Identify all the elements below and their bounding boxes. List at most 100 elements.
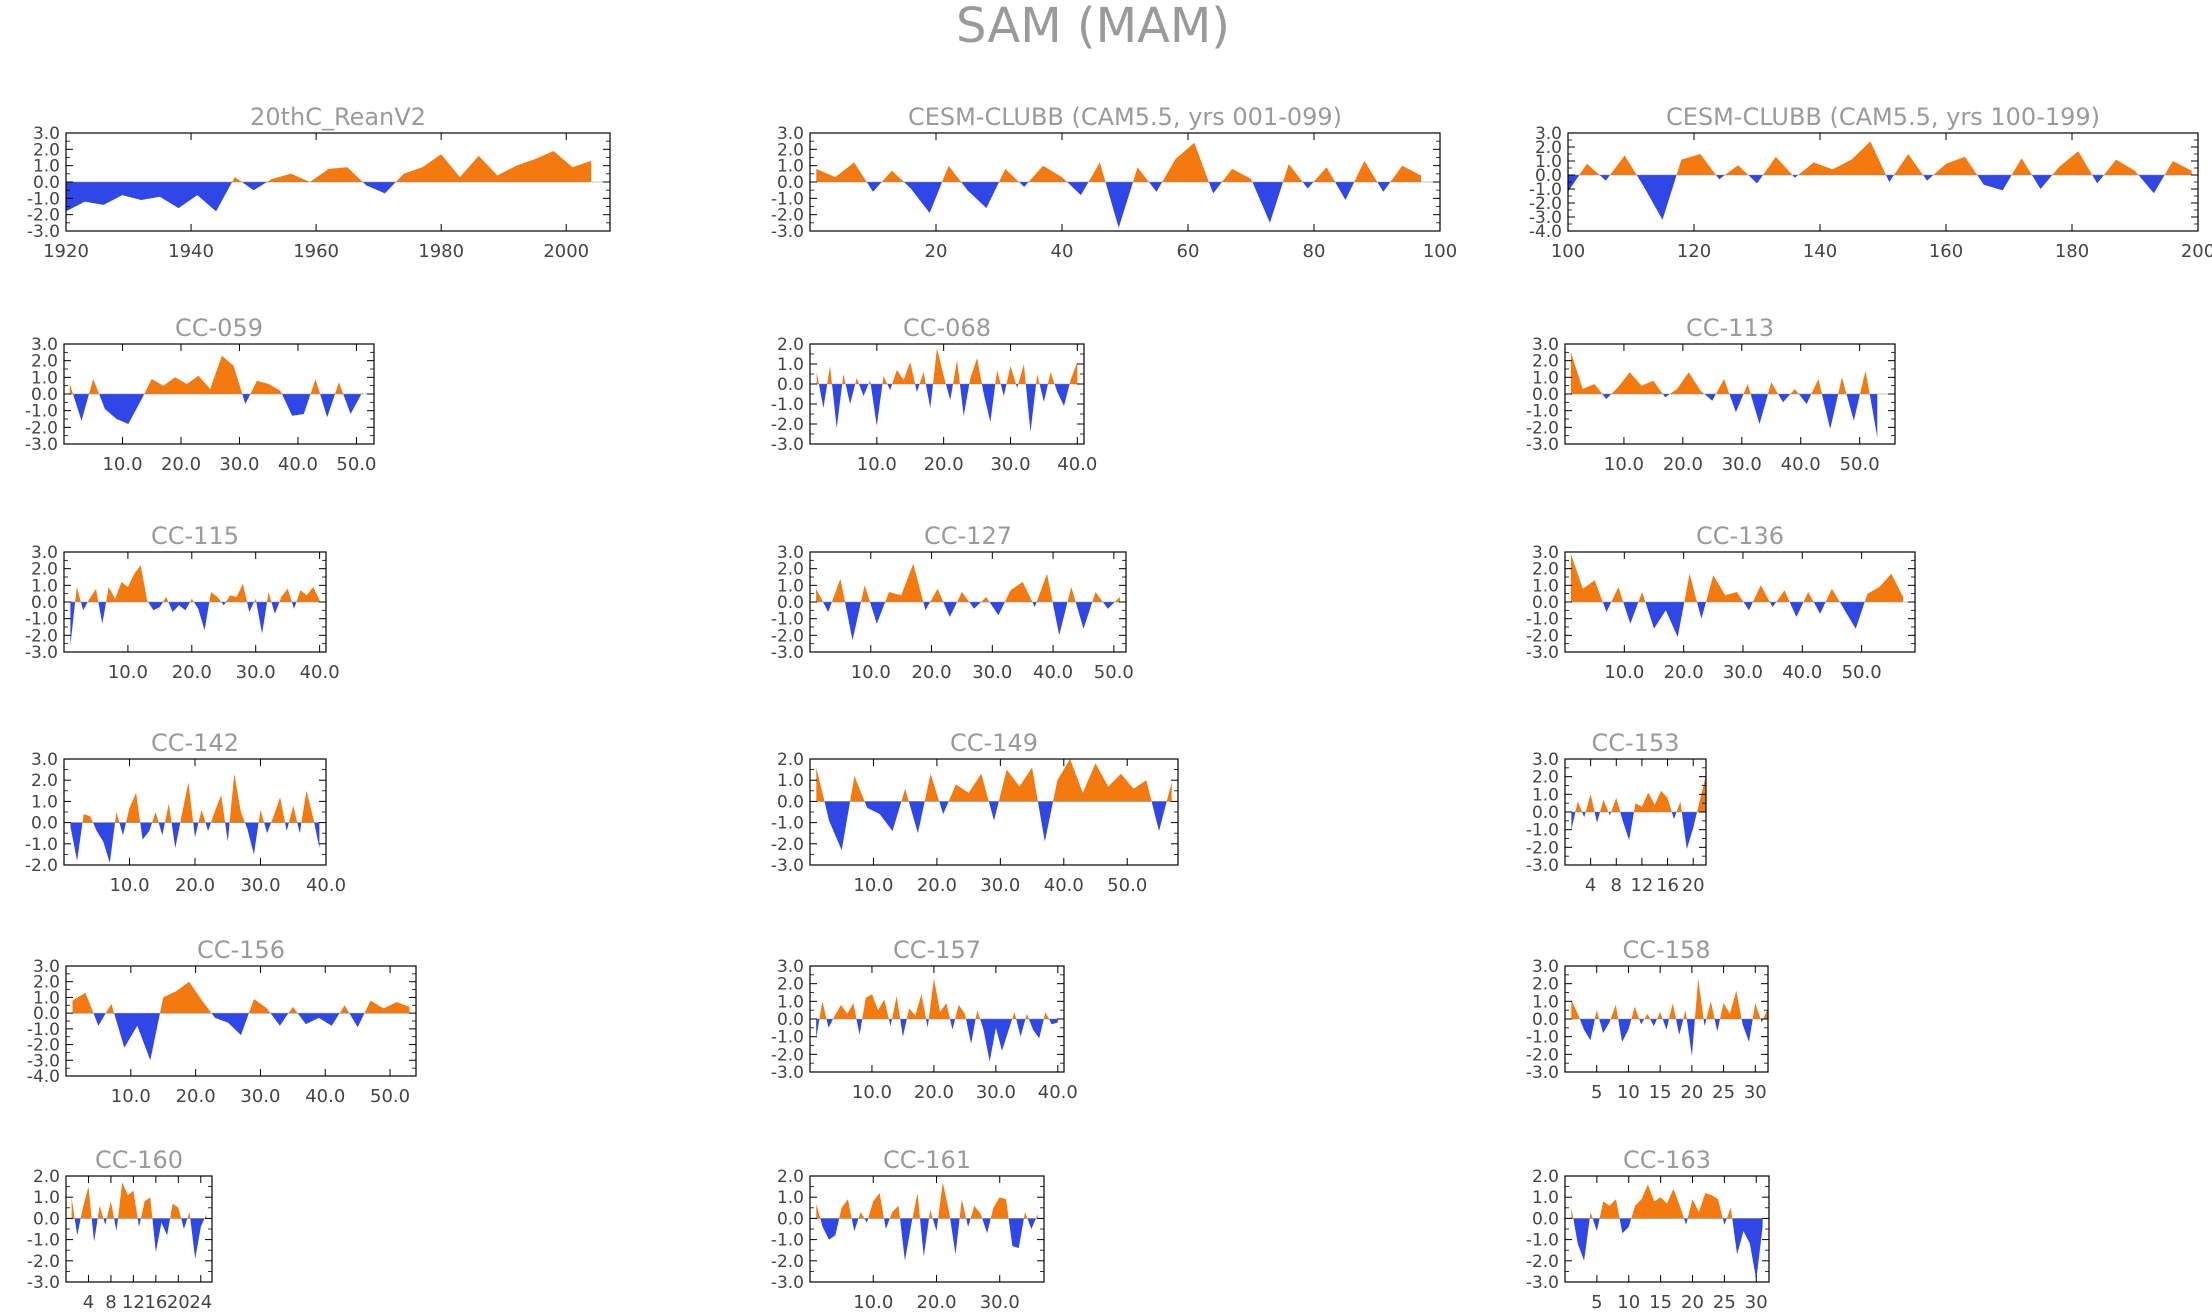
x-tick-label: 40.0	[1781, 454, 1821, 475]
x-tick-label: 30.0	[980, 875, 1020, 896]
y-tick-label: -3.0	[771, 856, 804, 876]
x-tick-label: 30	[1744, 1082, 1767, 1103]
positive-area	[70, 565, 320, 602]
y-tick-label: -3.0	[25, 435, 58, 455]
x-tick-label: 50.0	[370, 1086, 410, 1107]
y-tick-label: 1.0	[1532, 785, 1559, 805]
panel-title: CC-127	[924, 522, 1012, 550]
y-tick-label: 3.0	[31, 543, 58, 563]
panel-cc-136: CC-136 3.02.01.00.0-1.0-2.0-3.0 10.0 20.0 30…	[1526, 522, 1916, 683]
y-tick-label: -4.0	[27, 1067, 60, 1087]
y-tick-label: -1.0	[771, 1028, 804, 1048]
x-tick-label: 30.0	[219, 454, 259, 475]
y-tick-label: 3.0	[1532, 335, 1559, 355]
y-tick-label: -3.0	[27, 1051, 60, 1071]
y-tick-label: -3.0	[1529, 208, 1562, 228]
y-tick-label: 0.0	[777, 375, 804, 395]
x-tick-label: 25	[1713, 1292, 1736, 1313]
panel-title: CC-156	[197, 936, 285, 964]
y-tick-label: -1.0	[1526, 402, 1559, 422]
panel-title: CC-149	[950, 729, 1038, 757]
x-tick-label: 10.0	[1604, 662, 1644, 683]
x-tick-label: 20.0	[161, 454, 201, 475]
x-tick-label: 20.0	[916, 1292, 956, 1313]
x-tick-label: 40.0	[1782, 662, 1822, 683]
panel-cc-156: CC-156 3.02.01.00.0-1.0-2.0-3.0-4.0 10.0 20…	[27, 936, 417, 1107]
positive-area	[1568, 141, 2192, 175]
x-tick-label: 10.0	[851, 662, 891, 683]
y-tick-label: -1.0	[771, 814, 804, 834]
y-tick-label: -1.0	[771, 1231, 804, 1251]
y-tick-label: -2.0	[25, 626, 58, 646]
panel-title: CESM-CLUBB (CAM5.5, yrs 100-199)	[1666, 103, 2100, 131]
positive-area	[70, 773, 320, 823]
y-tick-label: 2.0	[777, 750, 804, 770]
panel-title: CC-059	[175, 314, 263, 342]
y-tick-label: 2.0	[31, 560, 58, 580]
x-tick-label: 4	[1585, 875, 1596, 896]
negative-area	[816, 801, 1172, 851]
y-tick-label: 3.0	[31, 750, 58, 770]
y-tick-label: 2.0	[1532, 975, 1559, 995]
x-tick-label: 60	[1177, 241, 1200, 262]
negative-area	[816, 384, 1078, 432]
negative-area	[1571, 812, 1706, 850]
y-tick-label: -1.0	[27, 189, 60, 209]
y-tick-label: 2.0	[1532, 768, 1559, 788]
x-tick-label: 10.0	[852, 1082, 892, 1103]
x-tick-label: 50.0	[1840, 454, 1880, 475]
positive-area	[66, 151, 592, 182]
y-tick-label: 1.0	[1532, 576, 1559, 596]
x-tick-label: 40.0	[1057, 454, 1097, 475]
panel-title: CC-158	[1623, 936, 1711, 964]
y-tick-label: 0.0	[1532, 1010, 1559, 1030]
y-tick-label: 2.0	[777, 1167, 804, 1187]
negative-area	[72, 1013, 410, 1061]
negative-area	[69, 394, 363, 424]
x-tick-label: 10	[1617, 1292, 1640, 1313]
panel-cesm-clubb-cam5-5-yrs-100-199-: CESM-CLUBB (CAM5.5, yrs 100-199) 3.02.01.…	[1529, 103, 2212, 262]
y-tick-label: 2.0	[33, 1167, 60, 1187]
y-tick-label: 3.0	[1535, 124, 1562, 144]
x-tick-label: 20	[1681, 1292, 1704, 1313]
y-tick-label: 0.0	[1535, 166, 1562, 186]
panel-title: CESM-CLUBB (CAM5.5, yrs 001-099)	[908, 103, 1342, 131]
x-tick-label: 20.0	[1664, 662, 1704, 683]
y-tick-label: -2.0	[27, 206, 60, 226]
y-tick-label: 1.0	[31, 576, 58, 596]
x-tick-label: 15	[1649, 1082, 1672, 1103]
x-tick-label: 20	[167, 1292, 190, 1313]
x-tick-label: 200	[2181, 241, 2212, 262]
y-tick-label: 0.0	[777, 593, 804, 613]
x-tick-label: 140	[1803, 241, 1837, 262]
y-tick-label: 2.0	[33, 140, 60, 160]
x-tick-label: 100	[1551, 241, 1585, 262]
x-tick-label: 10.0	[109, 875, 149, 896]
y-tick-label: 2.0	[1535, 138, 1562, 158]
positive-area	[816, 563, 1120, 602]
panel-cesm-clubb-cam5-5-yrs-001-099-: CESM-CLUBB (CAM5.5, yrs 001-099) 3.02.01.…	[771, 103, 1457, 262]
x-tick-label: 12	[1630, 875, 1653, 896]
x-tick-label: 40.0	[278, 454, 318, 475]
x-tick-label: 50.0	[1842, 662, 1882, 683]
y-tick-label: -3.0	[27, 1273, 60, 1293]
x-tick-label: 5	[1591, 1292, 1602, 1313]
negative-area	[70, 602, 320, 646]
y-tick-label: 0.0	[777, 792, 804, 812]
y-tick-label: -2.0	[25, 856, 58, 876]
plot-frame	[63, 758, 327, 866]
x-tick-label: 10.0	[857, 454, 897, 475]
y-tick-label: 3.0	[31, 335, 58, 355]
y-tick-label: 1.0	[777, 992, 804, 1012]
panel-cc-157: CC-157 3.02.01.00.0-1.0-2.0-3.0 10.0 20.0 30…	[771, 936, 1078, 1103]
y-tick-label: 0.0	[1532, 385, 1559, 405]
x-tick-label: 15	[1649, 1292, 1672, 1313]
x-tick-label: 100	[1423, 241, 1457, 262]
x-tick-label: 20.0	[172, 662, 212, 683]
y-tick-label: 0.0	[1532, 1209, 1559, 1229]
y-tick-label: 2.0	[777, 140, 804, 160]
y-tick-label: 3.0	[1532, 543, 1559, 563]
y-tick-label: 1.0	[1535, 152, 1562, 172]
y-tick-label: 1.0	[777, 576, 804, 596]
y-tick-label: 1.0	[31, 792, 58, 812]
